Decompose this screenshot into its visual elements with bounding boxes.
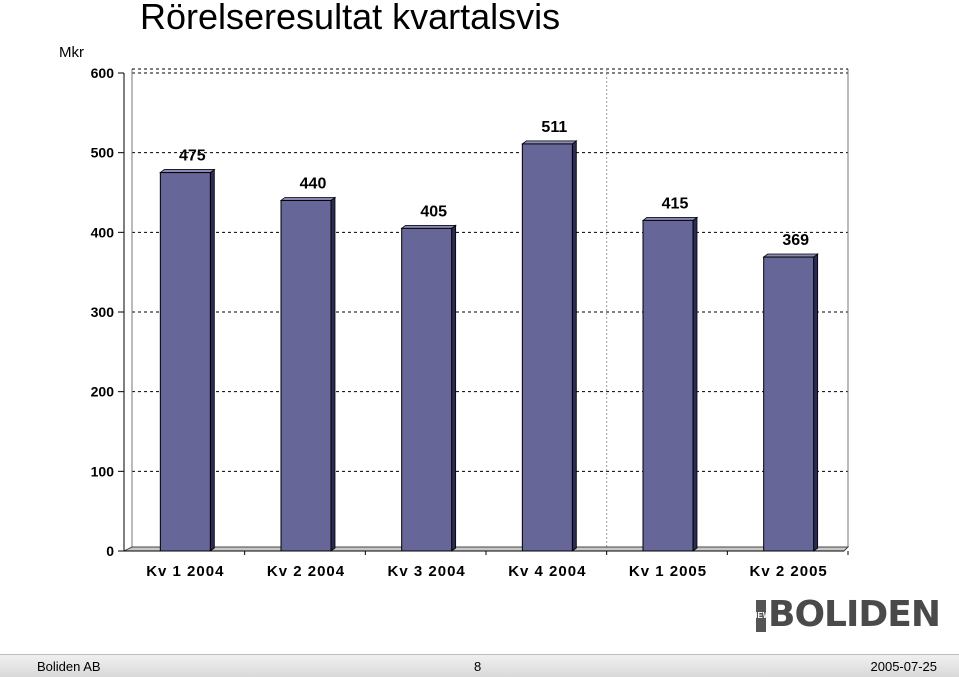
x-tick-label: Kv 3 2004 [388,563,466,580]
bar-side [692,216,698,552]
bar-side [330,196,336,552]
x-tick-label: Kv 2 2005 [750,563,828,580]
data-label: 405 [420,203,447,220]
y-tick-label: 600 [91,65,115,81]
data-label: 475 [179,148,206,165]
chart-title: Rörelseresultat kvartalsvis [140,0,561,37]
x-tick-label: Kv 1 2004 [146,563,224,580]
x-tick-label: Kv 2 2004 [267,563,345,580]
bar-side [571,140,577,552]
bar [159,172,211,552]
bar [642,219,694,552]
bar-chart: 0 100 200 300 400 500 600 475 Kv 1 2004 440 Kv 2 2… [91,65,850,580]
bar-side [451,224,457,552]
bar-side [813,253,819,552]
chart-floor [123,546,850,552]
data-label: 440 [300,175,327,192]
bar [763,256,815,552]
data-label: 369 [782,232,809,249]
data-label: 511 [541,119,567,136]
bar-side [209,168,215,552]
y-tick-label: 300 [91,304,115,320]
y-tick-label: 0 [106,543,114,559]
bar [280,199,332,552]
y-tick-label: 200 [91,384,115,400]
bar [401,227,453,552]
footer-date: 2005-07-25 [870,659,938,674]
footer-company: Boliden AB [37,659,101,674]
y-axis-unit: Mkr [59,44,84,61]
data-label: 415 [662,195,689,212]
x-tick-label: Kv 4 2004 [508,563,586,580]
y-tick-label: 100 [91,463,115,479]
y-tick-label: 500 [91,145,115,161]
logo-wordmark: BOLIDEN [768,594,941,635]
logo-new-mark: NEW [752,600,770,632]
footer-bar: Boliden AB 8 2005-07-25 [0,654,959,677]
boliden-logo: NEW BOLIDEN [752,594,941,635]
x-tick-label: Kv 1 2005 [629,563,707,580]
footer-page-number: 8 [474,659,482,674]
y-tick-label: 400 [91,224,115,240]
bar [521,143,573,552]
logo-new-text: NEW [751,611,771,620]
